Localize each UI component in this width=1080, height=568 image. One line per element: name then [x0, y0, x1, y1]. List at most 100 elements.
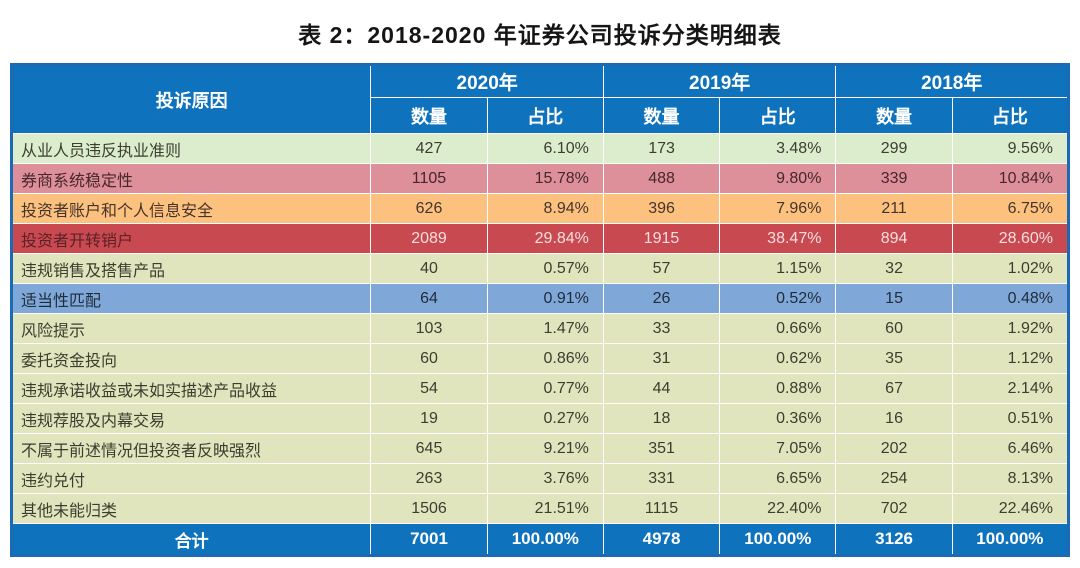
count-2018: 894	[835, 223, 953, 254]
pct-2019: 38.47%	[719, 223, 837, 254]
pct-2018: 28.60%	[951, 223, 1070, 254]
pct-2020: 8.94%	[486, 193, 604, 224]
table-row: 不属于前述情况但投资者反映强烈 645 9.21% 351 7.05% 202 …	[10, 433, 1070, 464]
count-2020: 103	[370, 313, 488, 344]
table-row: 投资者账户和个人信息安全 626 8.94% 396 7.96% 211 6.7…	[10, 193, 1070, 224]
count-2018: 60	[835, 313, 953, 344]
table-header: 投诉原因 2020年 2019年 2018年 数量 占比 数量 占比 数量 占比	[10, 64, 1070, 134]
count-2020: 40	[370, 253, 488, 284]
table-row: 适当性匹配 64 0.91% 26 0.52% 15 0.48%	[10, 283, 1070, 314]
row-reason: 其他未能归类	[10, 493, 372, 524]
pct-2020: 0.27%	[486, 403, 604, 434]
pct-2019: 6.65%	[719, 463, 837, 494]
pct-2019: 1.15%	[719, 253, 837, 284]
pct-2020: 21.51%	[486, 493, 604, 524]
pct-2018: 6.46%	[951, 433, 1070, 464]
count-2018: 15	[835, 283, 953, 314]
row-reason: 违约兑付	[10, 463, 372, 494]
table-row: 从业人员违反执业准则 427 6.10% 173 3.48% 299 9.56%	[10, 133, 1070, 164]
pct-2018: 9.56%	[951, 133, 1070, 164]
table-title: 表 2：2018-2020 年证券公司投诉分类明细表	[298, 22, 782, 48]
total-label: 合计	[10, 523, 372, 556]
count-2020: 1506	[370, 493, 488, 524]
pct-2018: 1.02%	[951, 253, 1070, 284]
count-2019: 351	[602, 433, 721, 464]
count-2019: 44	[602, 373, 721, 404]
col-header-year-2019: 2019年	[602, 64, 837, 98]
pct-2019: 7.96%	[719, 193, 837, 224]
col-header-reason: 投诉原因	[10, 64, 372, 134]
count-2020: 19	[370, 403, 488, 434]
pct-2018: 10.84%	[951, 163, 1070, 194]
count-2019: 57	[602, 253, 721, 284]
row-reason: 从业人员违反执业准则	[10, 133, 372, 164]
row-reason: 违规销售及搭售产品	[10, 253, 372, 284]
total-count-2019: 4978	[602, 523, 721, 556]
pct-2020: 1.47%	[486, 313, 604, 344]
table-row: 违规销售及搭售产品 40 0.57% 57 1.15% 32 1.02%	[10, 253, 1070, 284]
col-header-year-2018: 2018年	[835, 64, 1069, 98]
pct-2020: 3.76%	[486, 463, 604, 494]
count-2019: 31	[602, 343, 721, 374]
pct-2018: 1.12%	[951, 343, 1070, 374]
pct-2019: 22.40%	[719, 493, 837, 524]
row-reason: 风险提示	[10, 313, 372, 344]
count-2018: 299	[835, 133, 953, 164]
count-2020: 427	[370, 133, 488, 164]
row-reason: 投资者账户和个人信息安全	[10, 193, 372, 224]
pct-2018: 8.13%	[951, 463, 1070, 494]
count-2019: 26	[602, 283, 721, 314]
pct-2020: 6.10%	[486, 133, 604, 164]
pct-2020: 15.78%	[486, 163, 604, 194]
table-row: 风险提示 103 1.47% 33 0.66% 60 1.92%	[10, 313, 1070, 344]
pct-2018: 6.75%	[951, 193, 1070, 224]
row-reason: 委托资金投向	[10, 343, 372, 374]
table-row: 投资者开转销户 2089 29.84% 1915 38.47% 894 28.6…	[10, 223, 1070, 254]
pct-2020: 0.77%	[486, 373, 604, 404]
pct-2019: 0.66%	[719, 313, 837, 344]
complaints-table: 投诉原因 2020年 2019年 2018年 数量 占比 数量 占比 数量 占比…	[10, 63, 1070, 557]
table-row: 违规荐股及内幕交易 19 0.27% 18 0.36% 16 0.51%	[10, 403, 1070, 434]
col-header-pct-2020: 占比	[486, 97, 604, 134]
count-2020: 626	[370, 193, 488, 224]
count-2018: 702	[835, 493, 953, 524]
total-pct-2019: 100.00%	[719, 523, 837, 556]
count-2020: 645	[370, 433, 488, 464]
pct-2018: 1.92%	[951, 313, 1070, 344]
count-2020: 64	[370, 283, 488, 314]
count-2019: 1915	[602, 223, 721, 254]
pct-2019: 0.88%	[719, 373, 837, 404]
col-header-count-2020: 数量	[370, 97, 488, 134]
count-2020: 54	[370, 373, 488, 404]
pct-2018: 0.48%	[951, 283, 1070, 314]
pct-2020: 0.91%	[486, 283, 604, 314]
col-header-count-2019: 数量	[602, 97, 721, 134]
row-reason: 适当性匹配	[10, 283, 372, 314]
count-2018: 211	[835, 193, 953, 224]
total-row: 合计 7001 100.00% 4978 100.00% 3126 100.00…	[10, 523, 1070, 556]
count-2019: 488	[602, 163, 721, 194]
count-2018: 339	[835, 163, 953, 194]
total-count-2020: 7001	[370, 523, 488, 556]
count-2020: 2089	[370, 223, 488, 254]
table-row: 违规承诺收益或未如实描述产品收益 54 0.77% 44 0.88% 67 2.…	[10, 373, 1070, 404]
pct-2020: 0.86%	[486, 343, 604, 374]
row-reason: 投资者开转销户	[10, 223, 372, 254]
pct-2018: 0.51%	[951, 403, 1070, 434]
col-header-count-2018: 数量	[835, 97, 953, 134]
count-2020: 60	[370, 343, 488, 374]
total-pct-2020: 100.00%	[486, 523, 604, 556]
count-2018: 16	[835, 403, 953, 434]
count-2019: 173	[602, 133, 721, 164]
count-2018: 32	[835, 253, 953, 284]
table-row: 委托资金投向 60 0.86% 31 0.62% 35 1.12%	[10, 343, 1070, 374]
col-header-year-2020: 2020年	[370, 64, 604, 98]
count-2019: 396	[602, 193, 721, 224]
pct-2019: 3.48%	[719, 133, 837, 164]
count-2018: 35	[835, 343, 953, 374]
total-count-2018: 3126	[835, 523, 953, 556]
pct-2018: 22.46%	[951, 493, 1070, 524]
count-2018: 202	[835, 433, 953, 464]
count-2018: 67	[835, 373, 953, 404]
